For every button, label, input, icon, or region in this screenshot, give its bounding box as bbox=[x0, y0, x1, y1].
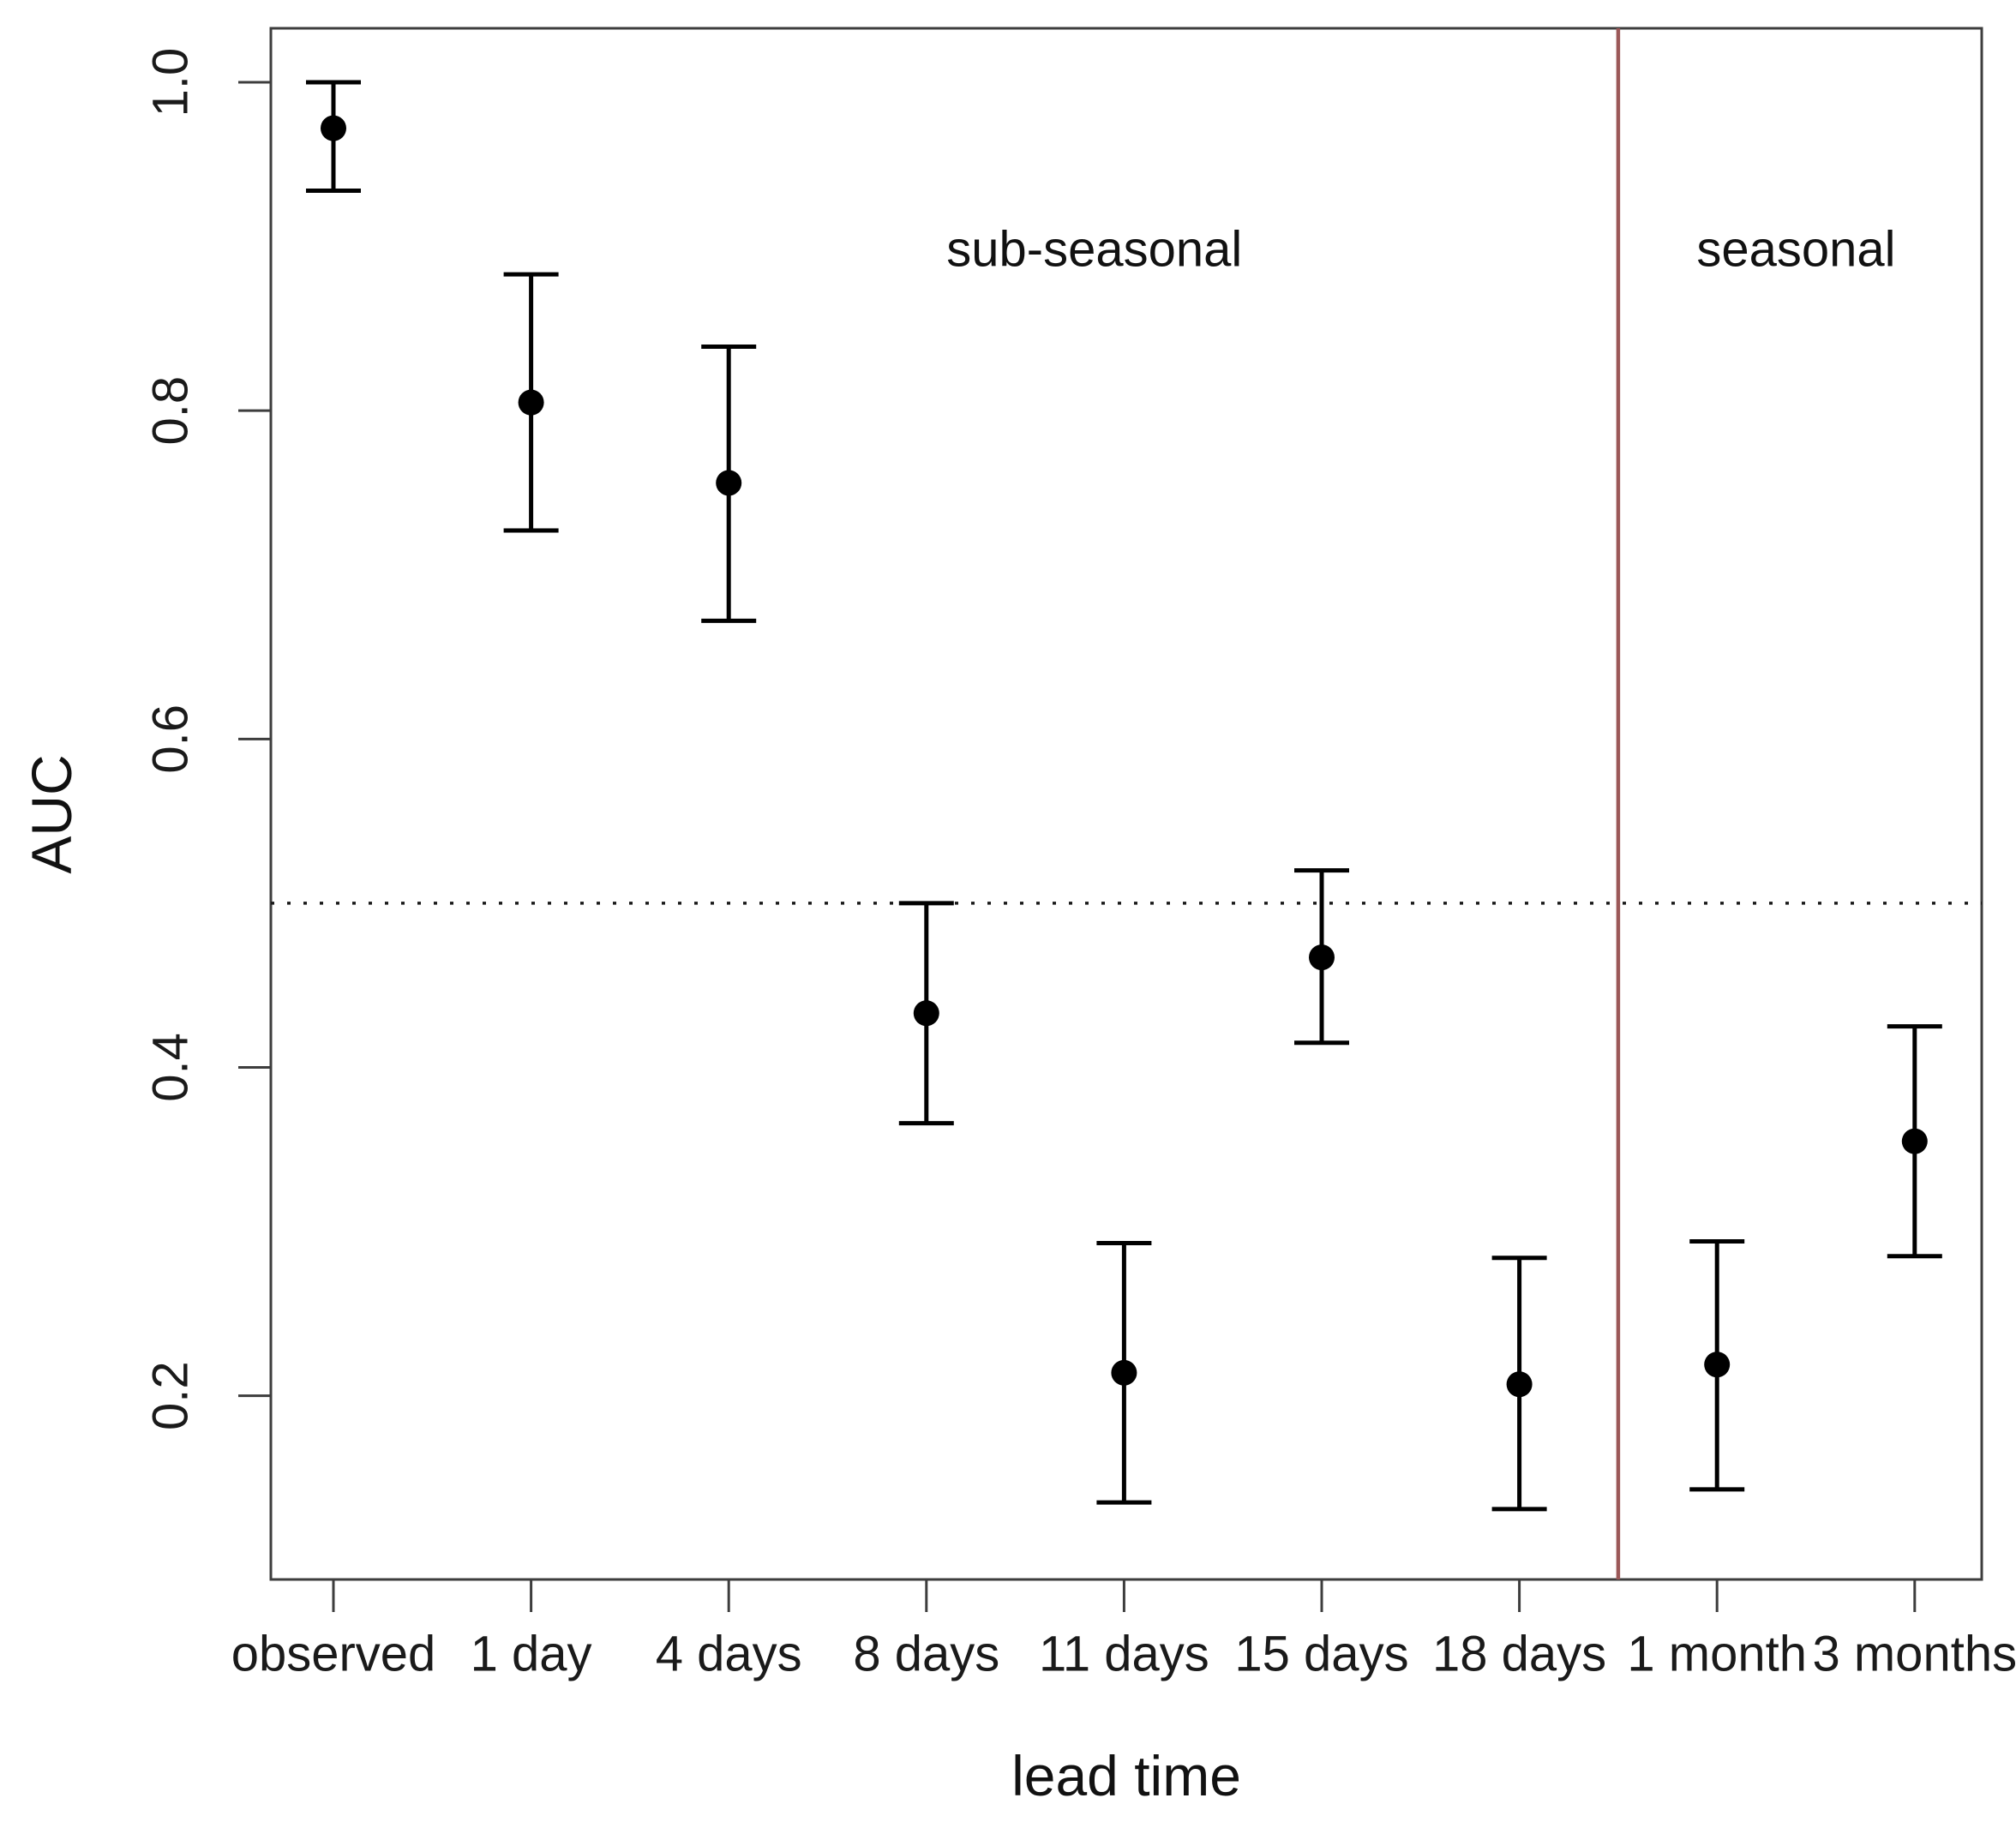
x-tick-label: 1 day bbox=[471, 1626, 592, 1681]
x-axis-title: lead time bbox=[1011, 1744, 1241, 1807]
data-point bbox=[1704, 1352, 1731, 1378]
data-point bbox=[518, 389, 544, 416]
y-tick-label: 0.4 bbox=[142, 1033, 198, 1102]
region-label-subseasonal: sub-seasonal bbox=[946, 221, 1243, 278]
data-point bbox=[1506, 1371, 1533, 1398]
data-point bbox=[1309, 944, 1335, 971]
x-tick-label: 3 months bbox=[1813, 1626, 2016, 1681]
data-point bbox=[321, 115, 346, 141]
y-tick-label: 0.2 bbox=[142, 1361, 198, 1430]
y-axis-title: AUC bbox=[20, 754, 83, 874]
x-tick-label: 11 days bbox=[1039, 1626, 1209, 1681]
data-point bbox=[716, 470, 742, 496]
y-tick-label: 0.6 bbox=[142, 704, 198, 774]
data-point bbox=[1901, 1128, 1928, 1154]
y-tick-label: 1.0 bbox=[142, 48, 198, 117]
x-tick-label: 15 days bbox=[1234, 1626, 1408, 1681]
plot-border bbox=[269, 27, 1983, 1581]
x-tick-label: 8 days bbox=[853, 1626, 999, 1681]
data-point bbox=[1111, 1359, 1137, 1386]
y-tick-label: 0.8 bbox=[142, 376, 198, 446]
x-tick-label: 18 days bbox=[1432, 1626, 1606, 1681]
data-point bbox=[913, 1000, 939, 1027]
region-label-seasonal: seasonal bbox=[1696, 221, 1896, 278]
x-tick-label: observed bbox=[231, 1626, 436, 1681]
x-tick-label: 1 month bbox=[1627, 1626, 1807, 1681]
x-tick-label: 4 days bbox=[656, 1626, 802, 1681]
